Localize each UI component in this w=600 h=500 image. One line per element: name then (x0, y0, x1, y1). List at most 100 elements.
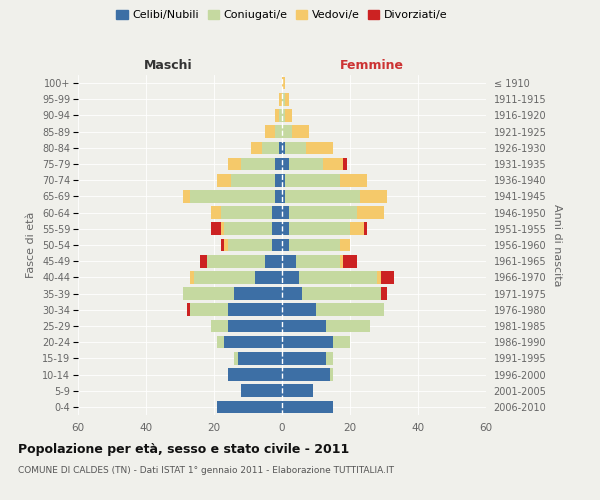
Bar (275, 158, 282, 170)
Bar (282, 126, 292, 138)
Text: Maschi: Maschi (143, 60, 192, 72)
Bar (200, 255, 207, 268)
Bar (184, 190, 190, 202)
Bar (364, 222, 367, 235)
Bar (194, 271, 255, 283)
Bar (241, 158, 275, 170)
Text: COMUNE DI CALDES (TN) - Dati ISTAT 1° gennaio 2011 - Elaborazione TUTTITALIA.IT: COMUNE DI CALDES (TN) - Dati ISTAT 1° ge… (18, 466, 394, 475)
Bar (286, 190, 360, 202)
Bar (227, 368, 282, 381)
Bar (282, 400, 333, 413)
Bar (299, 271, 377, 283)
Bar (211, 320, 227, 332)
Bar (289, 222, 350, 235)
Bar (282, 158, 289, 170)
Bar (217, 174, 231, 186)
Bar (224, 222, 272, 235)
Bar (282, 320, 326, 332)
Bar (211, 206, 221, 219)
Bar (282, 352, 326, 364)
Bar (221, 222, 224, 235)
Bar (272, 222, 282, 235)
Bar (282, 336, 333, 348)
Bar (326, 320, 370, 332)
Bar (262, 142, 278, 154)
Bar (289, 158, 323, 170)
Bar (265, 255, 282, 268)
Bar (221, 206, 272, 219)
Bar (227, 320, 282, 332)
Bar (323, 158, 343, 170)
Bar (282, 93, 286, 106)
Bar (357, 206, 384, 219)
Y-axis label: Anni di nascita: Anni di nascita (552, 204, 562, 286)
Bar (251, 142, 262, 154)
Bar (265, 126, 275, 138)
Text: Popolazione per età, sesso e stato civile - 2011: Popolazione per età, sesso e stato civil… (18, 442, 349, 456)
Bar (306, 142, 333, 154)
Bar (282, 142, 286, 154)
Bar (282, 384, 313, 397)
Bar (235, 352, 238, 364)
Bar (275, 109, 278, 122)
Bar (282, 174, 286, 186)
Bar (282, 222, 289, 235)
Bar (190, 304, 227, 316)
Text: Femmine: Femmine (340, 60, 404, 72)
Bar (255, 271, 282, 283)
Bar (350, 222, 364, 235)
Bar (296, 255, 340, 268)
Bar (343, 255, 357, 268)
Bar (333, 336, 350, 348)
Bar (286, 142, 306, 154)
Bar (227, 304, 282, 316)
Bar (211, 222, 221, 235)
Bar (292, 126, 309, 138)
Bar (227, 238, 272, 252)
Y-axis label: Fasce di età: Fasce di età (26, 212, 37, 278)
Bar (217, 336, 224, 348)
Bar (224, 238, 227, 252)
Bar (286, 174, 340, 186)
Bar (190, 271, 194, 283)
Bar (231, 174, 275, 186)
Bar (238, 352, 282, 364)
Bar (282, 238, 289, 252)
Bar (275, 126, 282, 138)
Bar (302, 288, 380, 300)
Bar (221, 238, 224, 252)
Bar (316, 304, 384, 316)
Bar (272, 238, 282, 252)
Legend: Celibi/Nubili, Coniugati/e, Vedovi/e, Divorziati/e: Celibi/Nubili, Coniugati/e, Vedovi/e, Di… (112, 6, 452, 25)
Bar (207, 255, 265, 268)
Bar (235, 288, 282, 300)
Bar (227, 158, 241, 170)
Bar (278, 93, 282, 106)
Bar (282, 288, 302, 300)
Bar (377, 271, 380, 283)
Bar (275, 190, 282, 202)
Bar (289, 206, 357, 219)
Bar (340, 255, 343, 268)
Bar (380, 271, 394, 283)
Bar (343, 158, 347, 170)
Bar (282, 368, 329, 381)
Bar (278, 109, 282, 122)
Bar (380, 288, 388, 300)
Bar (340, 174, 367, 186)
Bar (278, 142, 282, 154)
Bar (272, 206, 282, 219)
Bar (282, 255, 296, 268)
Bar (326, 352, 333, 364)
Bar (282, 206, 289, 219)
Bar (289, 238, 340, 252)
Bar (187, 304, 190, 316)
Bar (224, 336, 282, 348)
Bar (282, 271, 299, 283)
Bar (360, 190, 388, 202)
Bar (184, 288, 235, 300)
Bar (282, 190, 286, 202)
Bar (286, 109, 292, 122)
Bar (282, 304, 316, 316)
Bar (275, 174, 282, 186)
